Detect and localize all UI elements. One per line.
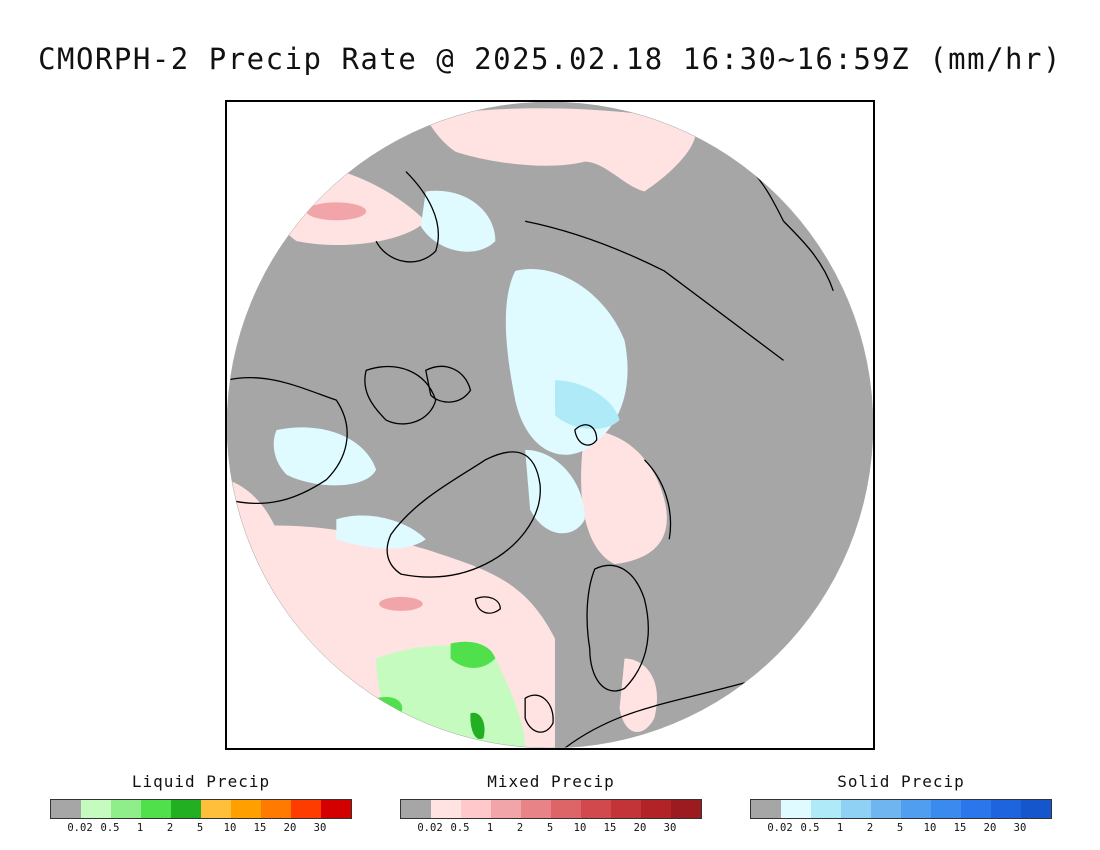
legend-tick-label: 15: [253, 822, 267, 834]
legend-tick-label: 30: [663, 822, 677, 834]
legend-swatch: [291, 800, 321, 818]
legend-colorbar: [50, 799, 352, 819]
legend-swatch: [551, 800, 581, 818]
legend-tick-label: 2: [866, 822, 874, 834]
legend-tick-label: 0.02: [767, 822, 793, 834]
legend-swatch: [581, 800, 611, 818]
legend-swatch: [811, 800, 841, 818]
legend-tick-label: 2: [516, 822, 524, 834]
legend-swatch: [521, 800, 551, 818]
legend-swatch: [991, 800, 1021, 818]
legend-tick-label: 1: [136, 822, 144, 834]
legend-swatch: [171, 800, 201, 818]
legend-tick-label: 0.5: [800, 822, 820, 834]
polar-precip-map: [225, 100, 875, 750]
legend-swatch: [901, 800, 931, 818]
legend-title: Solid Precip: [837, 772, 965, 791]
legend-tick-label: 10: [923, 822, 937, 834]
legend-swatch: [931, 800, 961, 818]
legend-swatch: [431, 800, 461, 818]
legend-tick-label: 30: [1013, 822, 1027, 834]
legend-tick-label: 20: [633, 822, 647, 834]
legend-swatch: [141, 800, 171, 818]
legend-tick-label: 5: [546, 822, 554, 834]
legend-swatch: [321, 800, 351, 818]
map-svg: [227, 102, 873, 748]
legend-swatch: [781, 800, 811, 818]
legend-tick-label: 0.5: [100, 822, 120, 834]
legend-title: Mixed Precip: [487, 772, 615, 791]
legend-tick-label: 2: [166, 822, 174, 834]
coastlines: [227, 161, 834, 748]
legend-tick-label: 15: [953, 822, 967, 834]
legend-swatch: [751, 800, 781, 818]
legend-swatch: [641, 800, 671, 818]
legend-swatch: [201, 800, 231, 818]
legend-tick-label: 5: [196, 822, 204, 834]
legend-tick-label: 15: [603, 822, 617, 834]
legend-swatch: [961, 800, 991, 818]
legend-swatch: [671, 800, 701, 818]
legend-tick-label: 0.02: [417, 822, 443, 834]
legend-ticks: 0.02 0.5 1 2 5 10 15 20 30: [750, 819, 1052, 834]
legend-tick-label: 5: [896, 822, 904, 834]
legend-ticks: 0.02 0.5 1 2 5 10 15 20 30: [400, 819, 702, 834]
legend-tick-label: 1: [486, 822, 494, 834]
legend-swatch: [461, 800, 491, 818]
legend-swatch: [111, 800, 141, 818]
legend-swatch: [611, 800, 641, 818]
legend-swatch: [51, 800, 81, 818]
legend-swatch: [871, 800, 901, 818]
map-disk: [227, 102, 873, 748]
legend-title: Liquid Precip: [131, 772, 271, 791]
legend-tick-label: 30: [313, 822, 327, 834]
legend-tick-label: 0.5: [450, 822, 470, 834]
legend-tick-label: 10: [573, 822, 587, 834]
legend-colorbar: [750, 799, 1052, 819]
legend-tick-label: 20: [983, 822, 997, 834]
legend-swatch: [1021, 800, 1051, 818]
legend-liquid: Liquid Precip 0.02 0.5 1 2 5 10 15 20 30: [50, 772, 352, 834]
solid-precip-moderate: [554, 380, 620, 430]
legend-swatch: [231, 800, 261, 818]
legend-tick-label: 1: [836, 822, 844, 834]
legend-mixed: Mixed Precip 0.02 0.5 1 2 5 10 15 20 30: [400, 772, 702, 834]
legend-solid: Solid Precip 0.02 0.5 1 2 5 10 15 20 30: [750, 772, 1052, 834]
legend-ticks: 0.02 0.5 1 2 5 10 15 20 30: [50, 819, 352, 834]
legend-tick-label: 0.02: [67, 822, 93, 834]
legend-tick-label: 10: [223, 822, 237, 834]
legend-swatch: [261, 800, 291, 818]
legend-swatch: [81, 800, 111, 818]
legend-tick-label: 20: [283, 822, 297, 834]
legend-swatch: [401, 800, 431, 818]
legend-colorbar: [400, 799, 702, 819]
legend-swatch: [841, 800, 871, 818]
legend-swatch: [491, 800, 521, 818]
chart-title: CMORPH-2 Precip Rate @ 2025.02.18 16:30~…: [38, 42, 1062, 76]
